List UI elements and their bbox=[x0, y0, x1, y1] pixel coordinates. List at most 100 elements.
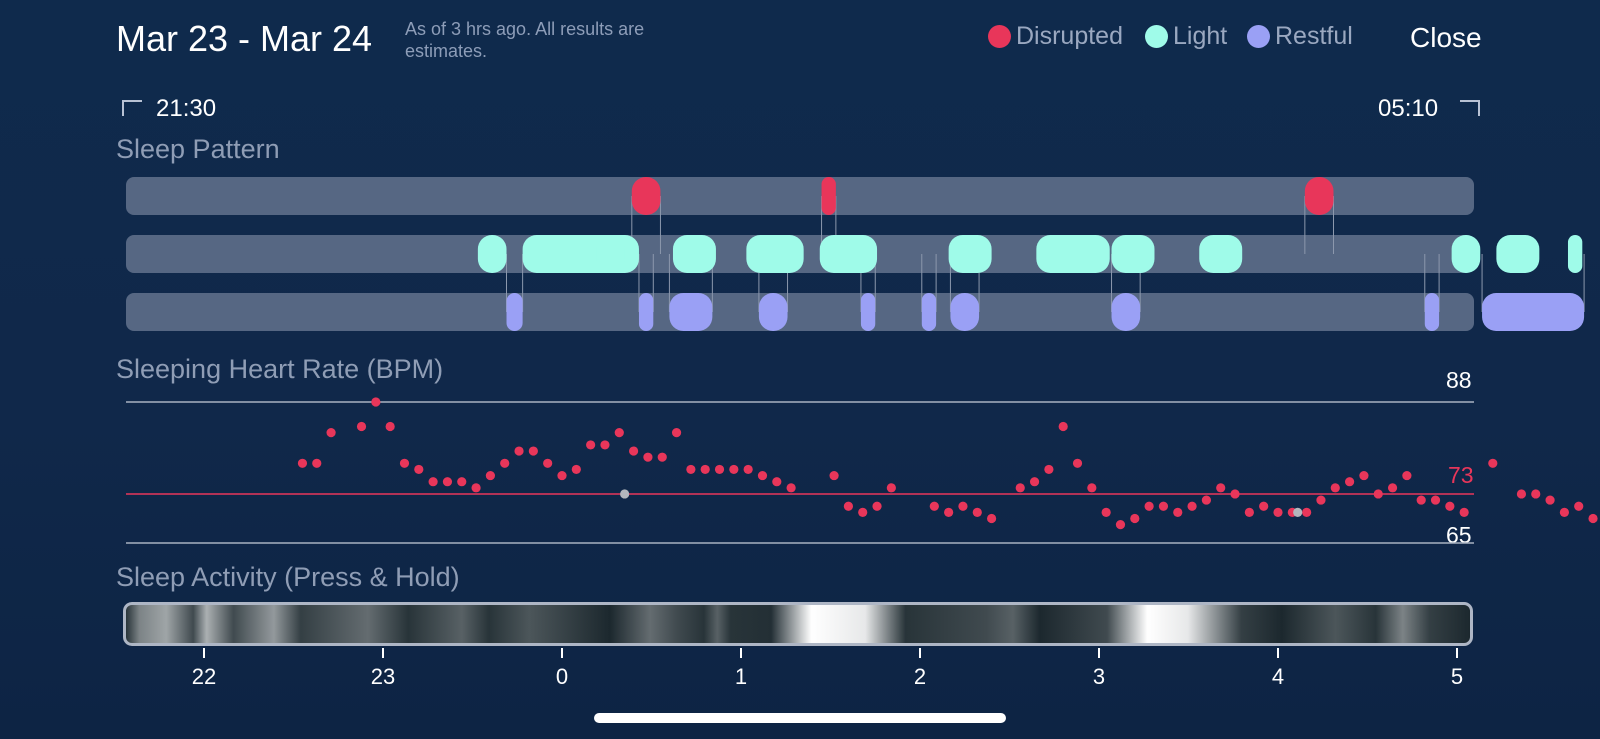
page-title: Mar 23 - Mar 24 bbox=[116, 18, 373, 59]
disrupted-segment bbox=[631, 177, 661, 215]
start-time: 21:30 bbox=[156, 95, 217, 122]
restful-segment bbox=[950, 293, 980, 331]
hr-point bbox=[1345, 477, 1355, 487]
hr-point bbox=[1559, 507, 1569, 517]
hr-avg-label: 73 bbox=[1448, 462, 1474, 488]
light-segment bbox=[834, 235, 845, 273]
hr-point bbox=[586, 440, 596, 450]
tick-label: 2 bbox=[913, 664, 927, 689]
light-segment bbox=[1567, 235, 1583, 273]
close-button[interactable]: Close bbox=[1410, 22, 1482, 53]
hr-point bbox=[399, 458, 410, 468]
restful-segment bbox=[860, 293, 876, 331]
restful-segment bbox=[638, 293, 654, 331]
start-bracket-icon bbox=[122, 100, 142, 116]
hr-point bbox=[686, 464, 696, 475]
hr-point bbox=[297, 458, 308, 468]
hr-point bbox=[312, 458, 322, 468]
hr-point bbox=[1488, 458, 1498, 468]
light-segment bbox=[1199, 235, 1243, 273]
sleep-activity-bar[interactable] bbox=[123, 602, 1473, 646]
tick-mark bbox=[1098, 648, 1100, 658]
light-segment bbox=[672, 235, 716, 273]
hr-point bbox=[1015, 483, 1025, 493]
hr-point bbox=[428, 477, 438, 487]
tick-label: 22 bbox=[191, 664, 217, 689]
disrupted-segment bbox=[821, 177, 836, 215]
light-segment bbox=[1036, 235, 1110, 273]
tick-mark bbox=[1277, 648, 1279, 658]
legend-light-label: Light bbox=[1173, 22, 1228, 50]
tick-label: 4 bbox=[1271, 664, 1285, 689]
tick-mark bbox=[203, 648, 205, 658]
hr-point bbox=[1416, 495, 1426, 505]
hr-point bbox=[714, 464, 725, 475]
light-segment bbox=[1451, 235, 1481, 273]
tick-mark bbox=[382, 648, 384, 658]
hr-point bbox=[1302, 507, 1312, 517]
hr-point bbox=[1588, 513, 1598, 524]
end-bracket-icon bbox=[1460, 100, 1480, 116]
transition-lines bbox=[506, 196, 1585, 312]
disrupted-track bbox=[126, 177, 1474, 215]
heart-rate-title: Sleeping Heart Rate (BPM) bbox=[116, 354, 444, 384]
restful-segment bbox=[758, 293, 788, 331]
hr-point bbox=[371, 397, 381, 407]
hr-point bbox=[1029, 477, 1040, 487]
hr-point bbox=[1459, 507, 1469, 517]
hr-point bbox=[1402, 470, 1412, 481]
light-segment bbox=[948, 235, 992, 273]
hr-point bbox=[1187, 501, 1197, 511]
hr-point bbox=[757, 470, 768, 481]
hr-point bbox=[987, 513, 997, 524]
hr-point bbox=[442, 477, 453, 487]
hr-point bbox=[528, 446, 538, 456]
hr-point bbox=[614, 428, 624, 438]
legend-disrupted-label: Disrupted bbox=[1016, 22, 1123, 50]
hr-point bbox=[743, 464, 753, 475]
hr-point bbox=[1144, 501, 1154, 511]
hr-point bbox=[1158, 501, 1169, 511]
hr-point bbox=[886, 483, 896, 493]
restful-segment bbox=[506, 293, 523, 331]
hr-point bbox=[629, 446, 639, 456]
hr-point bbox=[1445, 501, 1455, 511]
hr-point bbox=[1173, 507, 1183, 517]
sleep-pattern-title: Sleep Pattern bbox=[116, 134, 280, 164]
restful-segment bbox=[921, 293, 937, 331]
hr-point bbox=[1531, 489, 1541, 499]
hr-point bbox=[1201, 495, 1211, 505]
hr-point bbox=[1130, 513, 1140, 524]
disrupted-dot-icon bbox=[988, 25, 1011, 48]
disrupted-segment bbox=[1304, 177, 1334, 215]
hr-point bbox=[414, 464, 424, 475]
tick-label: 3 bbox=[1092, 664, 1106, 689]
light-segment bbox=[746, 235, 804, 273]
hr-point bbox=[1044, 464, 1054, 475]
hr-point bbox=[958, 501, 968, 511]
hr-max-label: 88 bbox=[1446, 367, 1472, 393]
hr-point bbox=[829, 470, 839, 481]
restful-segment bbox=[1111, 293, 1141, 331]
hr-point bbox=[1359, 470, 1369, 481]
tick-label: 1 bbox=[734, 664, 748, 689]
light-segment bbox=[596, 235, 625, 273]
restful-segment bbox=[669, 293, 713, 331]
heart-rate-chart bbox=[126, 397, 1598, 544]
tick-label: 0 bbox=[555, 664, 569, 689]
hr-point bbox=[1072, 458, 1083, 468]
hr-point bbox=[657, 452, 667, 462]
hr-point bbox=[786, 483, 796, 493]
restful-dot-icon bbox=[1247, 25, 1270, 48]
hr-point bbox=[671, 428, 682, 438]
estimate-note: As of 3 hrs ago. All results are estimat… bbox=[405, 19, 645, 61]
home-indicator[interactable] bbox=[594, 713, 1006, 723]
hr-point bbox=[514, 446, 524, 456]
hr-point bbox=[729, 464, 739, 475]
restful-track bbox=[126, 293, 1474, 331]
hr-point bbox=[1058, 421, 1068, 432]
hr-point bbox=[1244, 507, 1254, 517]
legend-restful: Restful bbox=[1247, 22, 1353, 51]
sleep-pattern-chart[interactable] bbox=[126, 177, 1600, 331]
